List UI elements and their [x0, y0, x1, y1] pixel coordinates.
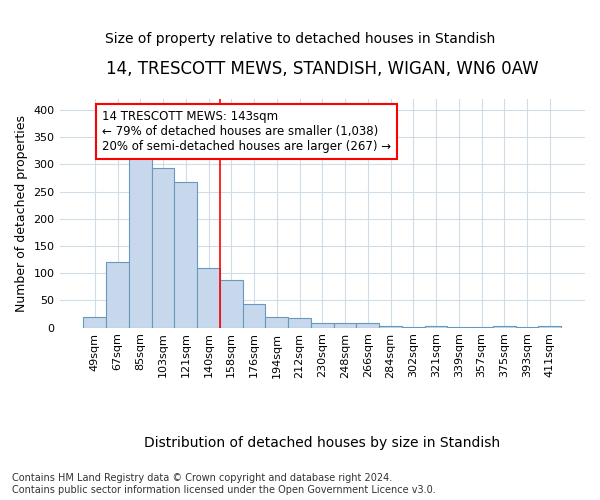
- Bar: [288, 318, 311, 328]
- Text: 14 TRESCOTT MEWS: 143sqm
← 79% of detached houses are smaller (1,038)
20% of sem: 14 TRESCOTT MEWS: 143sqm ← 79% of detach…: [101, 110, 391, 153]
- Text: Contains HM Land Registry data © Crown copyright and database right 2024.
Contai: Contains HM Land Registry data © Crown c…: [12, 474, 436, 495]
- Title: 14, TRESCOTT MEWS, STANDISH, WIGAN, WN6 0AW: 14, TRESCOTT MEWS, STANDISH, WIGAN, WN6 …: [106, 60, 539, 78]
- Bar: [538, 326, 561, 328]
- Bar: [356, 324, 379, 328]
- Bar: [311, 324, 334, 328]
- Text: Size of property relative to detached houses in Standish: Size of property relative to detached ho…: [105, 32, 495, 46]
- Bar: [220, 280, 242, 328]
- Bar: [265, 317, 288, 328]
- Bar: [379, 326, 402, 328]
- Bar: [242, 304, 265, 328]
- Bar: [493, 326, 515, 328]
- Bar: [402, 326, 425, 328]
- Bar: [175, 182, 197, 328]
- Bar: [129, 156, 152, 328]
- Bar: [334, 324, 356, 328]
- Bar: [470, 327, 493, 328]
- Bar: [152, 168, 175, 328]
- Bar: [106, 262, 129, 328]
- X-axis label: Distribution of detached houses by size in Standish: Distribution of detached houses by size …: [144, 436, 500, 450]
- Y-axis label: Number of detached properties: Number of detached properties: [15, 115, 28, 312]
- Bar: [448, 327, 470, 328]
- Bar: [83, 317, 106, 328]
- Bar: [425, 326, 448, 328]
- Bar: [515, 327, 538, 328]
- Bar: [197, 268, 220, 328]
